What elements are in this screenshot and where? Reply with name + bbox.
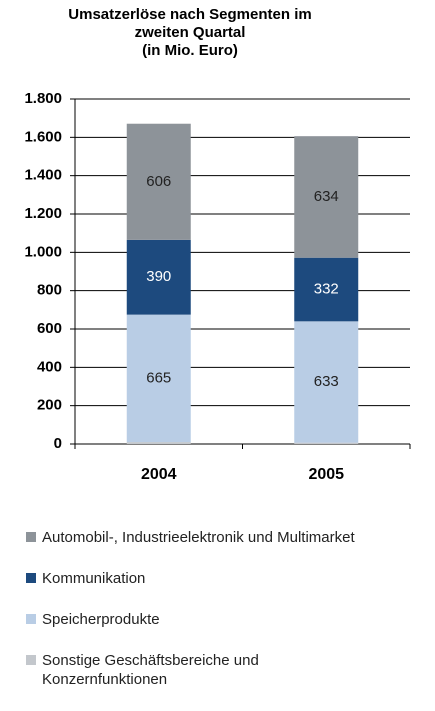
legend: Automobil-, Industrieelektronik und Mult… [26,528,355,711]
y-tick-label: 1.800 [24,90,62,107]
legend-swatch [26,532,36,542]
bar-segment [126,239,191,315]
y-tick-label: 1.200 [24,205,62,222]
x-tick-label: 2005 [308,466,344,483]
bar-segment [294,442,359,444]
bar-segment [294,257,359,322]
bar-segment [126,314,191,443]
y-tick-label: 1.600 [24,128,62,145]
data-label: 633 [314,373,339,390]
legend-swatch [26,573,36,583]
data-label: 634 [314,188,339,205]
y-tick-label: 400 [37,358,62,375]
y-tick-label: 1.400 [24,167,62,184]
legend-item: Kommunikation [26,569,355,588]
legend-swatch [26,614,36,624]
bar-segment [126,442,191,444]
data-label: 665 [146,369,171,386]
y-tick-label: 800 [37,282,62,299]
data-label: 332 [314,280,339,297]
legend-item: Automobil-, Industrieelektronik und Mult… [26,528,355,547]
legend-label: Kommunikation [42,570,146,587]
legend-item: Sonstige Geschäftsbereiche und Konzernfu… [26,651,355,689]
legend-label: Automobil-, Industrieelektronik und Mult… [42,529,355,546]
y-tick-label: 0 [54,435,62,452]
chart-title: Umsatzerlöse nach Segmenten im zweiten Q… [68,6,312,59]
data-label: 390 [146,268,171,285]
legend-swatch [26,655,36,665]
legend-item: Speicherprodukte [26,610,355,629]
y-tick-label: 200 [37,397,62,414]
y-tick-label: 600 [37,320,62,337]
data-label: 606 [146,173,171,190]
bar-segment [294,321,359,443]
legend-label: Speicherprodukte [42,611,160,628]
y-tick-label: 1.000 [24,243,62,260]
bar-segment [126,123,191,240]
x-tick-label: 2004 [141,466,177,483]
legend-label: Sonstige Geschäftsbereiche und Konzernfu… [42,652,259,688]
bar-segment [294,136,359,258]
chart: 0 200 400 600 800 1.000 1.200 1.400 1.600 1.800 20… [24,90,411,483]
